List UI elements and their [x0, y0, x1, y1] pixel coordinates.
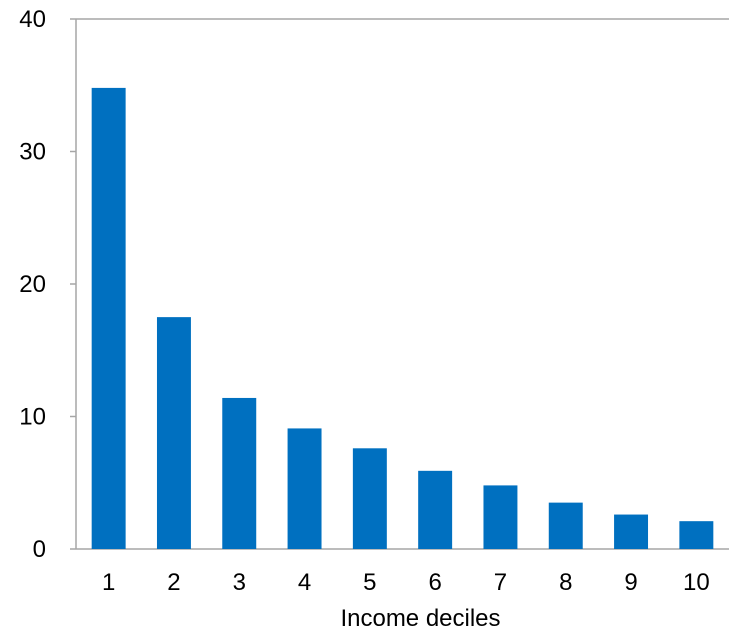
bar-decile-10 [679, 521, 714, 549]
bar-decile-9 [614, 514, 649, 549]
y-axis-ticks: 0 10 20 30 40 [19, 6, 76, 563]
bar-decile-3 [222, 397, 257, 549]
y-tick-label: 0 [33, 536, 46, 563]
bar-decile-2 [156, 317, 191, 549]
x-tick-label: 8 [559, 569, 572, 596]
bar-decile-5 [352, 448, 387, 549]
x-axis-title: Income deciles [340, 605, 500, 631]
x-tick-label: 9 [624, 569, 637, 596]
bar-decile-8 [548, 502, 583, 549]
bar-decile-6 [418, 470, 453, 549]
bars [91, 87, 714, 550]
y-tick-label: 30 [19, 139, 46, 166]
x-tick-label: 3 [233, 569, 246, 596]
x-axis-ticks: 1 2 3 4 5 6 7 8 9 10 [102, 569, 710, 596]
x-tick-label: 10 [683, 569, 710, 596]
bar-decile-1 [91, 87, 126, 550]
x-tick-label: 6 [428, 569, 441, 596]
y-tick-label: 20 [19, 271, 46, 298]
bar-decile-4 [287, 428, 322, 549]
x-tick-label: 1 [102, 569, 115, 596]
y-tick-label: 40 [19, 6, 46, 33]
x-tick-label: 7 [494, 569, 507, 596]
x-tick-label: 4 [298, 569, 311, 596]
bar-decile-7 [483, 485, 518, 549]
x-tick-label: 2 [167, 569, 180, 596]
y-tick-label: 10 [19, 404, 46, 431]
x-tick-label: 5 [363, 569, 376, 596]
